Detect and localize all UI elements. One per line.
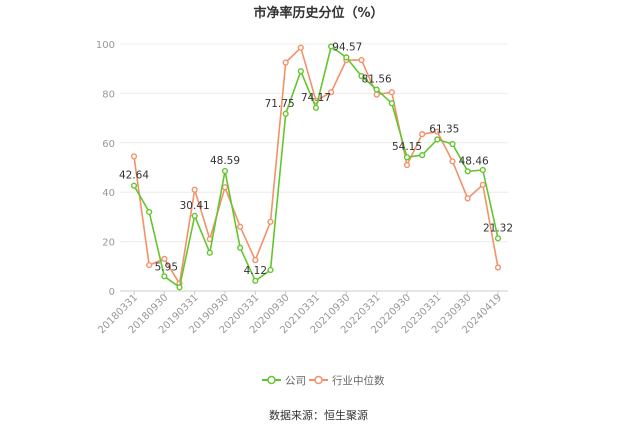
company-data-label: 74.17 <box>301 92 331 104</box>
company-point[interactable] <box>343 54 350 61</box>
y-tick-label: 20 <box>102 238 115 249</box>
company-data-label: 81.56 <box>362 74 392 86</box>
industry-median-point[interactable] <box>494 264 502 271</box>
company-point[interactable] <box>237 244 244 251</box>
company-point[interactable] <box>252 277 259 284</box>
company-point[interactable] <box>130 182 138 189</box>
company-point[interactable] <box>494 235 502 242</box>
company-point[interactable] <box>206 249 213 256</box>
company-point[interactable] <box>358 73 365 80</box>
industry-median-point[interactable] <box>161 255 168 262</box>
industry-median-point[interactable] <box>221 184 229 191</box>
company-point[interactable] <box>464 168 471 175</box>
company-point[interactable] <box>176 284 183 291</box>
company-point[interactable] <box>328 43 335 50</box>
y-tick-label: 100 <box>96 40 115 51</box>
company-point[interactable] <box>449 140 456 148</box>
company-data-label: 48.59 <box>210 155 240 167</box>
legend-label-industry-median: 行业中位数 <box>332 374 385 387</box>
company-point[interactable] <box>479 166 486 174</box>
legend-item-industry-median[interactable]: 行业中位数 <box>309 374 385 387</box>
industry-median-point[interactable] <box>358 56 365 64</box>
legend-marker-company <box>267 375 276 385</box>
plot-area: 0204060801002018033120180930201903312019… <box>96 40 513 336</box>
company-data-label: 42.64 <box>119 170 149 182</box>
y-tick-label: 80 <box>102 89 115 100</box>
company-point[interactable] <box>146 208 153 216</box>
company-data-label: 30.41 <box>180 200 210 212</box>
industry-median-point[interactable] <box>434 128 441 135</box>
legend-item-company[interactable]: 公司 <box>262 375 306 387</box>
company-point[interactable] <box>282 110 289 117</box>
industry-median-point[interactable] <box>403 161 411 169</box>
industry-median-point[interactable] <box>297 44 304 51</box>
y-tick-label: 0 <box>109 287 115 298</box>
industry-median-point[interactable] <box>328 89 335 96</box>
company-point[interactable] <box>434 136 441 143</box>
company-data-label: 5.95 <box>155 261 178 273</box>
company-point[interactable] <box>221 167 229 175</box>
industry-median-point[interactable] <box>282 59 289 66</box>
legend-marker-industry-median <box>314 375 323 385</box>
industry-median-point[interactable] <box>373 91 380 98</box>
industry-median-point[interactable] <box>419 131 426 138</box>
data-source-note: 数据来源：恒生聚源 <box>269 408 368 422</box>
y-tick-label: 60 <box>102 139 115 150</box>
industry-median-point[interactable] <box>252 257 259 264</box>
company-point[interactable] <box>297 68 304 75</box>
legend-label-company: 公司 <box>285 375 306 387</box>
company-point[interactable] <box>161 273 168 280</box>
company-data-label: 21.32 <box>483 222 513 234</box>
y-tick-label: 40 <box>102 188 115 199</box>
industry-median-point[interactable] <box>449 158 456 165</box>
company-point[interactable] <box>373 86 380 93</box>
company-point[interactable] <box>267 266 274 274</box>
industry-median-point[interactable] <box>237 223 244 230</box>
company-line <box>133 45 499 289</box>
company-point[interactable] <box>388 100 395 107</box>
company-data-label: 48.46 <box>459 155 489 167</box>
company-point[interactable] <box>419 152 426 159</box>
company-data-label: 61.35 <box>429 123 459 135</box>
company-point[interactable] <box>403 154 411 161</box>
industry-median-point[interactable] <box>479 181 486 188</box>
industry-median-point[interactable] <box>388 89 395 96</box>
industry-median-point[interactable] <box>146 261 153 269</box>
industry-median-point[interactable] <box>191 186 198 193</box>
company-point[interactable] <box>191 212 198 219</box>
industry-median-point[interactable] <box>464 195 471 202</box>
industry-median-point[interactable] <box>267 218 274 225</box>
chart-title: 市净率历史分位（%） <box>253 5 383 21</box>
company-data-label: 4.12 <box>244 265 267 277</box>
company-point[interactable] <box>312 104 320 111</box>
company-data-label: 71.75 <box>265 98 295 110</box>
legend: 公司 行业中位数 <box>262 374 385 387</box>
company-data-label: 94.57 <box>332 41 362 53</box>
company-data-label: 54.15 <box>392 141 422 153</box>
industry-median-point[interactable] <box>130 153 138 160</box>
